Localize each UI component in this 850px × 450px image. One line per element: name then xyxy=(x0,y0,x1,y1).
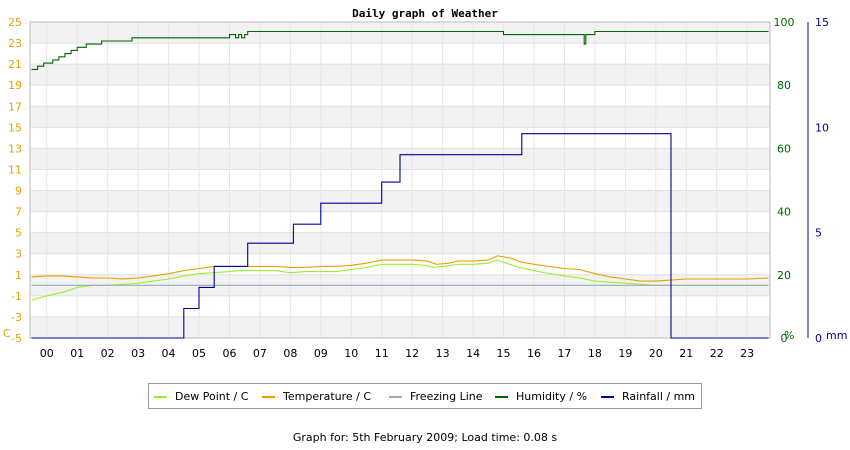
temperature-swatch xyxy=(262,396,275,398)
x-axis-tick-label: 01 xyxy=(70,347,84,360)
x-axis-tick-label: 14 xyxy=(466,347,480,360)
grid-band xyxy=(30,64,770,86)
left-axis-tick-label: 9 xyxy=(15,185,22,198)
plot-grid xyxy=(29,21,771,339)
x-axis-tick-label: 15 xyxy=(497,347,511,360)
x-axis-tick-label: 07 xyxy=(253,347,267,360)
x-axis-tick-label: 18 xyxy=(588,347,602,360)
left-axis-tick-label: 25 xyxy=(8,16,22,29)
left-axis-tick-label: 15 xyxy=(8,121,22,134)
plot-background-bands xyxy=(30,22,770,338)
legend-item-temperature: Temperature / C xyxy=(262,390,371,403)
humidity-swatch xyxy=(495,396,508,398)
x-axis-tick-label: 16 xyxy=(527,347,541,360)
left-axis-tick-label: 21 xyxy=(8,58,22,71)
left-axis-tick-label: 3 xyxy=(15,248,22,261)
x-axis-tick-label: 11 xyxy=(375,347,389,360)
rain-axis-tick-label: 15 xyxy=(815,16,829,29)
x-axis-tick-label: 06 xyxy=(222,347,236,360)
footer-status: Graph for: 5th February 2009; Load time:… xyxy=(292,431,558,444)
legend-label-freezing: Freezing Line xyxy=(410,390,483,403)
x-axis-tick-label: 08 xyxy=(283,347,297,360)
x-axis-tick-label: 23 xyxy=(740,347,754,360)
humidity-axis-tick-label: 100 xyxy=(774,16,795,29)
left-axis-tick-label: 13 xyxy=(8,142,22,155)
legend-item-rainfall: Rainfall / mm xyxy=(601,390,695,403)
series-layer xyxy=(31,30,769,339)
humidity-axis-ticks: 0 20 40 60 80 100 xyxy=(774,16,795,345)
legend: Dew Point / C Temperature / C Freezing L… xyxy=(148,383,702,409)
grid-band xyxy=(30,22,770,44)
legend-label-rainfall: Rainfall / mm xyxy=(622,390,696,403)
humidity-axis-tick-label: 40 xyxy=(777,206,791,219)
left-axis-tick-label: 23 xyxy=(8,37,22,50)
left-axis-unit: C xyxy=(3,327,11,340)
x-axis-tick-label: 17 xyxy=(557,347,571,360)
humidity-axis-tick-label: 0 xyxy=(781,332,788,345)
grid-band xyxy=(30,232,770,254)
left-axis-tick-label: 1 xyxy=(15,269,22,282)
rain-axis-ticks: 0 5 10 15 xyxy=(815,16,829,345)
x-axis-tick-label: 05 xyxy=(192,347,206,360)
freezing-swatch xyxy=(389,396,402,398)
x-axis-tick-label: 22 xyxy=(710,347,724,360)
legend-item-freezing: Freezing Line xyxy=(389,390,483,403)
left-axis-tick-label: 7 xyxy=(15,206,22,219)
legend-label-dewpoint: Dew Point / C xyxy=(175,390,249,403)
chart-title: Daily graph of Weather xyxy=(352,7,498,20)
x-axis-tick-label: 21 xyxy=(679,347,693,360)
x-axis-tick-label: 12 xyxy=(405,347,419,360)
legend-item-dewpoint: Dew Point / C xyxy=(154,390,248,403)
x-axis-tick-label: 09 xyxy=(314,347,328,360)
legend-label-temperature: Temperature / C xyxy=(283,390,372,403)
grid-band xyxy=(30,316,770,338)
x-axis-tick-label: 13 xyxy=(436,347,450,360)
rain-axis-tick-label: 10 xyxy=(815,121,829,134)
series-line-dew-point-c xyxy=(31,259,769,301)
x-axis-tick-label: 19 xyxy=(618,347,632,360)
series-line-temperature-c xyxy=(31,255,769,282)
plot-border xyxy=(29,21,771,339)
x-axis-ticks: 00 01 02 03 04 05 06 07 08 09 10 11 12 13 14 15 16 17 18 19… xyxy=(40,347,754,360)
left-axis-tick-label: -5 xyxy=(11,332,22,345)
x-axis-tick-label: 00 xyxy=(40,347,54,360)
rain-axis-tick-label: 5 xyxy=(815,227,822,240)
left-axis-tick-label: 19 xyxy=(8,79,22,92)
humidity-axis-unit: % xyxy=(784,329,794,342)
grid-band xyxy=(30,190,770,212)
series-line-rainfall-mm xyxy=(31,133,769,339)
rain-axis-unit: mm xyxy=(826,329,847,342)
left-axis-tick-label: -3 xyxy=(11,311,22,324)
rain-axis-tick-label: 0 xyxy=(815,332,822,345)
rainfall-swatch xyxy=(601,396,614,398)
dewpoint-swatch xyxy=(154,396,167,398)
humidity-axis-tick-label: 20 xyxy=(777,269,791,282)
series-line-humidity xyxy=(31,30,769,70)
x-axis-tick-label: 03 xyxy=(131,347,145,360)
left-axis-tick-label: 17 xyxy=(8,100,22,113)
x-axis-tick-label: 10 xyxy=(344,347,358,360)
grid-band xyxy=(30,106,770,128)
x-axis-tick-label: 20 xyxy=(649,347,663,360)
humidity-axis-tick-label: 60 xyxy=(777,142,791,155)
x-axis-tick-label: 02 xyxy=(101,347,115,360)
x-axis-tick-label: 04 xyxy=(162,347,176,360)
left-axis-tick-label: -1 xyxy=(11,290,22,303)
left-axis-tick-label: 11 xyxy=(8,163,22,176)
legend-item-humidity: Humidity / % xyxy=(495,390,587,403)
humidity-axis-tick-label: 80 xyxy=(777,79,791,92)
left-axis-tick-label: 5 xyxy=(15,227,22,240)
legend-label-humidity: Humidity / % xyxy=(516,390,588,403)
